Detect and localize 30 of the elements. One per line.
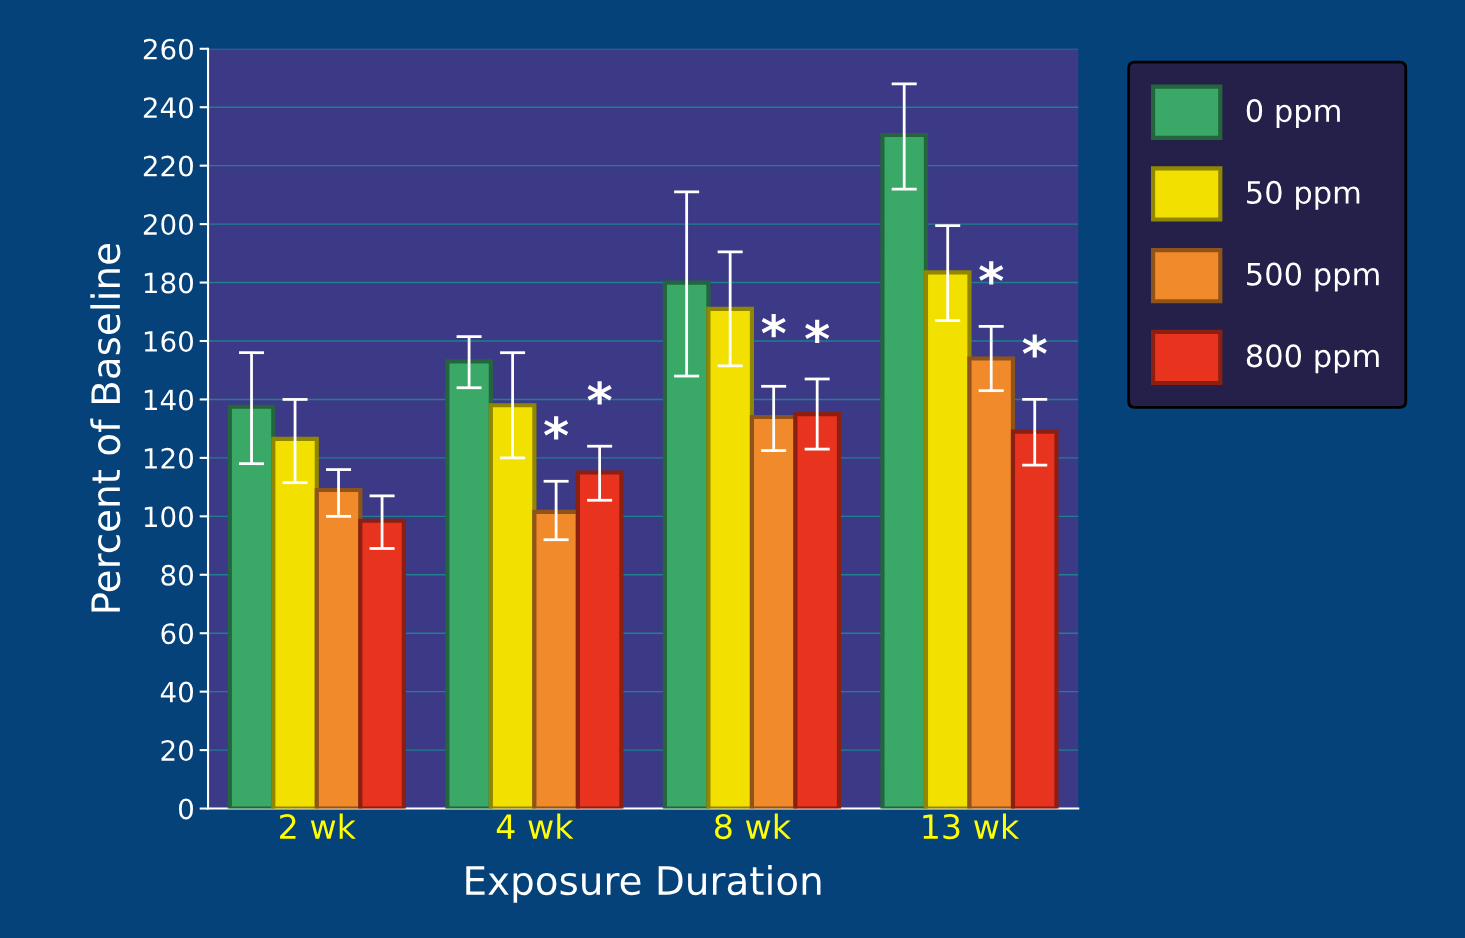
y-tick-label: 40 bbox=[160, 681, 193, 703]
y-axis-title: Percent of Baseline bbox=[90, 244, 121, 612]
annotation: * bbox=[805, 319, 830, 344]
y-tick-label: 200 bbox=[143, 214, 193, 236]
y-tick-label: 260 bbox=[143, 38, 193, 60]
legend-label: 500 ppm bbox=[1247, 262, 1379, 292]
y-tick-label: 100 bbox=[144, 506, 193, 528]
legend-label: 50 ppm bbox=[1247, 180, 1360, 210]
annotation: * bbox=[1022, 334, 1047, 358]
x-tick-label: 13 wk bbox=[923, 813, 1020, 840]
x-tick-label: 4 wk bbox=[496, 813, 574, 839]
y-tick-label: 180 bbox=[144, 272, 193, 294]
legend-label: 800 ppm bbox=[1246, 344, 1379, 374]
y-tick-label: 120 bbox=[144, 447, 193, 469]
y-tick-label: 20 bbox=[161, 740, 193, 762]
y-tick-label: 240 bbox=[143, 97, 193, 119]
y-tick-label: 0 bbox=[178, 798, 193, 820]
x-axis-title: Exposure Duration bbox=[466, 865, 821, 903]
x-tick-label: 8 wk bbox=[714, 813, 791, 840]
annotation: * bbox=[979, 261, 1004, 285]
annotation: * bbox=[587, 381, 612, 405]
y-tick-label: 80 bbox=[161, 564, 193, 586]
legend-label: 0 ppm bbox=[1246, 99, 1340, 129]
annotation: * bbox=[761, 313, 786, 338]
y-tick-label: 160 bbox=[144, 330, 193, 352]
annotation: * bbox=[544, 416, 569, 440]
y-tick-label: 220 bbox=[143, 155, 193, 177]
y-tick-label: 60 bbox=[161, 623, 193, 645]
y-tick-label: 140 bbox=[144, 389, 193, 411]
x-tick-label: 2 wk bbox=[280, 813, 356, 839]
